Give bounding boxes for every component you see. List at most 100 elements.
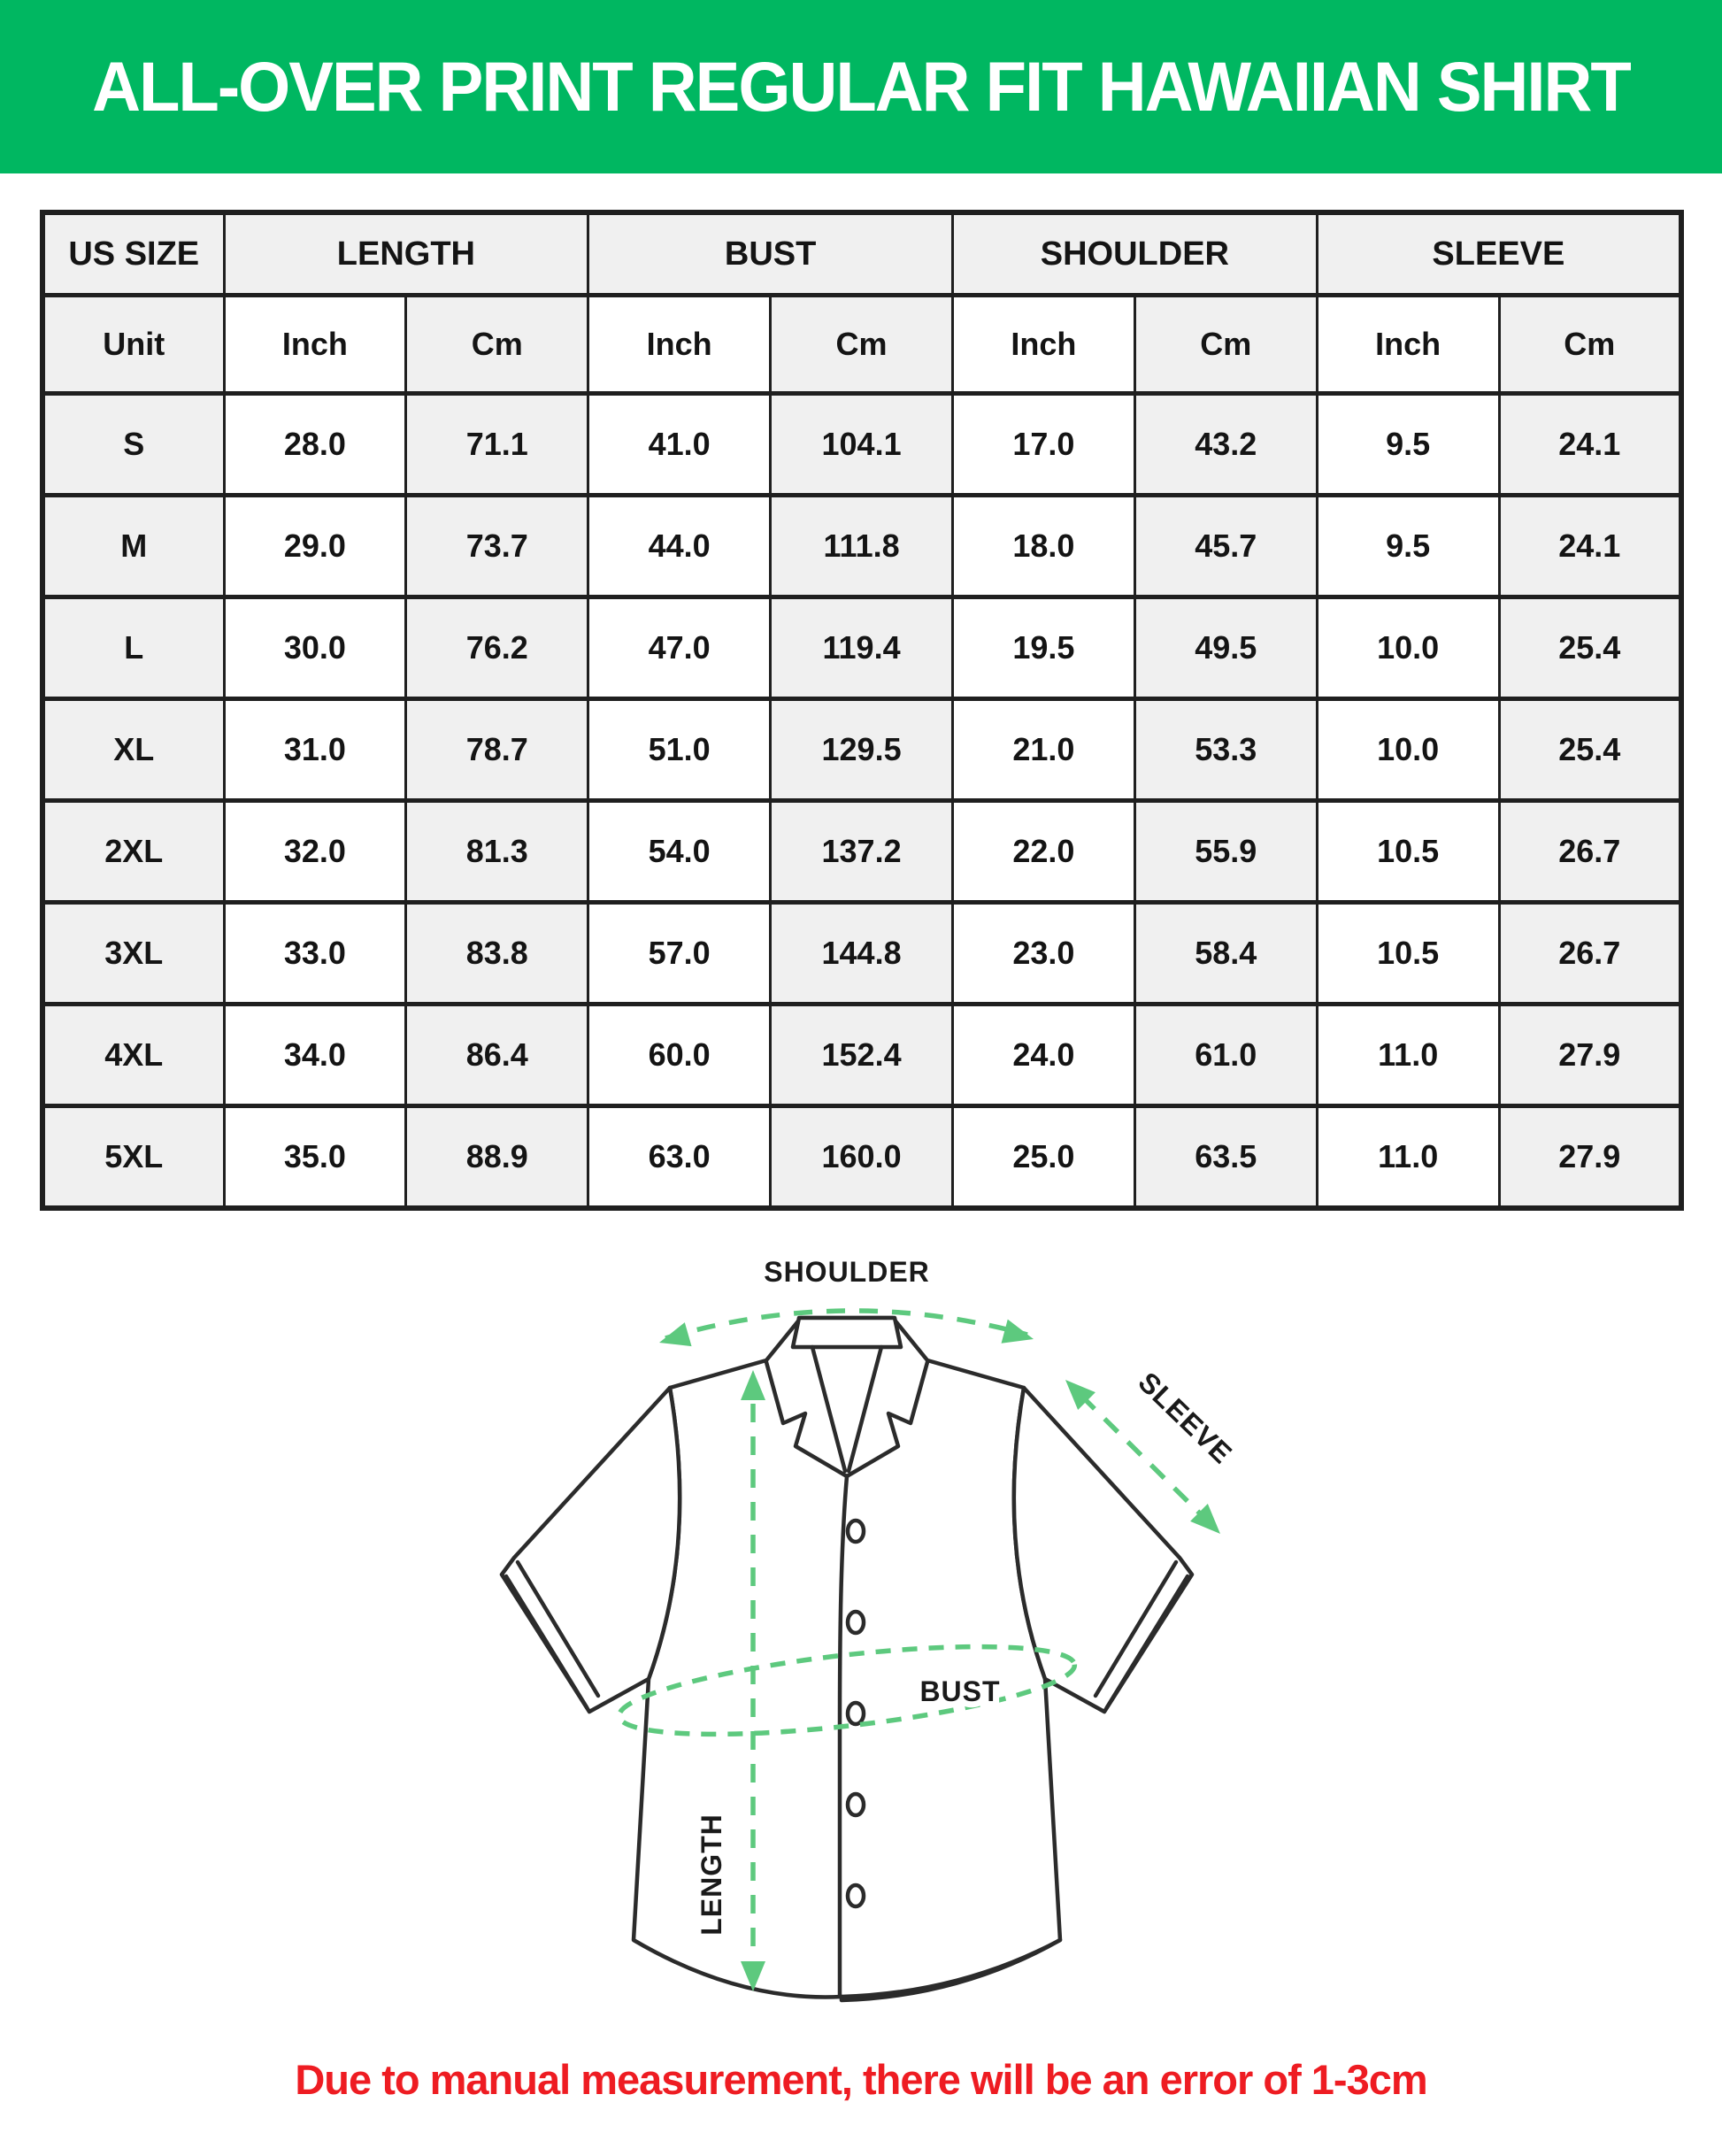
left-collar-lapel (764, 1359, 849, 1479)
sleeve-arrowhead-top (1065, 1380, 1095, 1410)
size-label-cell: 3XL (41, 900, 226, 1006)
sleeve-arrowhead-bottom (1190, 1504, 1220, 1534)
measurement-cell: 26.7 (1497, 798, 1683, 905)
measurement-cell: 25.0 (951, 1104, 1136, 1211)
measurement-cell: 58.4 (1133, 900, 1318, 1006)
unit-cell: Cm (404, 293, 590, 396)
measurement-cell: 88.9 (404, 1104, 590, 1211)
measurement-cell: 51.0 (587, 697, 773, 803)
measurement-cell: 11.0 (1315, 1104, 1501, 1211)
measurement-cell: 76.2 (404, 595, 590, 701)
measurement-cell: 129.5 (769, 697, 954, 803)
size-table: US SIZE LENGTH BUST SHOULDER SLEEVE Unit Inch C… (40, 210, 1684, 1211)
measurement-cell: 61.0 (1133, 1002, 1318, 1108)
measurement-cell: 81.3 (404, 798, 590, 905)
inner-neck-v-lines (810, 1344, 884, 1474)
size-label-cell: S (41, 391, 226, 497)
size-label-cell: XL (41, 697, 226, 803)
measurement-cell: 119.4 (769, 595, 954, 701)
size-chart-section: US SIZE LENGTH BUST SHOULDER SLEEVE Unit Inch C… (40, 210, 1684, 1211)
size-row: XL 31.0 78.7 51.0 129.5 21.0 53.3 10.0 25.4 (41, 697, 1683, 803)
measurement-cell: 27.9 (1497, 1002, 1683, 1108)
shirt-buttons (845, 1518, 866, 1909)
measurement-cell: 44.0 (587, 493, 773, 599)
measurement-cell: 24.0 (951, 1002, 1136, 1108)
column-group-header: US SIZE (41, 210, 226, 297)
measurement-cell: 24.1 (1497, 493, 1683, 599)
length-arrowhead-top (741, 1370, 765, 1400)
measurement-cell: 10.0 (1315, 697, 1501, 803)
measurement-cell: 49.5 (1133, 595, 1318, 701)
size-row: 4XL 34.0 86.4 60.0 152.4 24.0 61.0 11.0 27.9 (41, 1002, 1683, 1108)
measurement-cell: 25.4 (1497, 595, 1683, 701)
measurement-cell: 111.8 (769, 493, 954, 599)
measurement-cell: 28.0 (222, 391, 408, 497)
column-group-header: BUST (587, 210, 954, 297)
collar-band (790, 1315, 903, 1350)
size-row: 3XL 33.0 83.8 57.0 144.8 23.0 58.4 10.5 26.7 (41, 900, 1683, 1006)
shirt-measurement-diagram: SHOULDER SLEEVE BUST LENGTH (0, 1221, 1722, 2053)
size-row: 2XL 32.0 81.3 54.0 137.2 22.0 55.9 10.5 26.7 (41, 798, 1683, 905)
bust-measure-ellipse (616, 1644, 1078, 1737)
size-row: L 30.0 76.2 47.0 119.4 19.5 49.5 10.0 25.4 (41, 595, 1683, 701)
measurement-cell: 86.4 (404, 1002, 590, 1108)
size-row: M 29.0 73.7 44.0 111.8 18.0 45.7 9.5 24.1 (41, 493, 1683, 599)
shoulder-label: SHOULDER (764, 1256, 930, 1288)
size-label-cell: L (41, 595, 226, 701)
measurement-cell: 104.1 (769, 391, 954, 497)
measurement-cell: 43.2 (1133, 391, 1318, 497)
measurement-cell: 63.0 (587, 1104, 773, 1211)
measurement-cell: 27.9 (1497, 1104, 1683, 1211)
measurement-cell: 73.7 (404, 493, 590, 599)
measurement-cell: 63.5 (1133, 1104, 1318, 1211)
measurement-cell: 10.0 (1315, 595, 1501, 701)
right-sleeve-outline (1011, 1385, 1195, 1714)
measurement-cell: 83.8 (404, 900, 590, 1006)
measurement-cell: 11.0 (1315, 1002, 1501, 1108)
left-cuff-fold-lines (504, 1559, 601, 1710)
measurement-cell: 47.0 (587, 595, 773, 701)
measurement-cell: 137.2 (769, 798, 954, 905)
shoulder-arrowhead-left (659, 1322, 692, 1347)
measurement-cell: 35.0 (222, 1104, 408, 1211)
measurement-cell: 22.0 (951, 798, 1136, 905)
measurement-cell: 24.1 (1497, 391, 1683, 497)
size-label-cell: 2XL (41, 798, 226, 905)
measurement-cell: 23.0 (951, 900, 1136, 1006)
size-label-cell: M (41, 493, 226, 599)
measurement-cell: 144.8 (769, 900, 954, 1006)
sleeve-label: SLEEVE (1133, 1366, 1239, 1470)
title-banner: ALL-OVER PRINT REGULAR FIT HAWAIIAN SHIR… (0, 0, 1722, 173)
measurement-cell: 54.0 (587, 798, 773, 905)
left-sleeve-outline (499, 1385, 682, 1714)
unit-cell: Inch (587, 293, 773, 396)
column-group-header: SHOULDER (951, 210, 1318, 297)
unit-header-cell: Unit (41, 293, 226, 396)
column-group-header: LENGTH (222, 210, 590, 297)
length-arrowhead-bottom (741, 1961, 765, 1991)
measurement-cell: 10.5 (1315, 798, 1501, 905)
measurement-cell: 33.0 (222, 900, 408, 1006)
measurement-cell: 21.0 (951, 697, 1136, 803)
measurement-cell: 9.5 (1315, 493, 1501, 599)
measurement-cell: 18.0 (951, 493, 1136, 599)
unit-cell: Inch (951, 293, 1136, 396)
column-group-header: SLEEVE (1315, 210, 1683, 297)
size-label-cell: 5XL (41, 1104, 226, 1211)
length-label: LENGTH (696, 1813, 727, 1936)
measurement-error-note: Due to manual measurement, there will be… (295, 2056, 1427, 2103)
shoulder-arrowhead-right (1001, 1319, 1034, 1344)
measurement-cell: 25.4 (1497, 697, 1683, 803)
measurement-cell: 41.0 (587, 391, 773, 497)
measurement-cell: 32.0 (222, 798, 408, 905)
size-row: 5XL 35.0 88.9 63.0 160.0 25.0 63.5 11.0 27.9 (41, 1104, 1683, 1211)
measurement-cell: 55.9 (1133, 798, 1318, 905)
measurement-cell: 19.5 (951, 595, 1136, 701)
size-table-body: S 28.0 71.1 41.0 104.1 17.0 43.2 9.5 24.1 M 29.0 73… (41, 391, 1683, 1211)
measurement-cell: 9.5 (1315, 391, 1501, 497)
measurement-cell: 10.5 (1315, 900, 1501, 1006)
hem-line (839, 1937, 1063, 2003)
sleeve-measure-line (1080, 1394, 1206, 1520)
unit-cell: Cm (1497, 293, 1683, 396)
bust-label: BUST (919, 1675, 1000, 1707)
